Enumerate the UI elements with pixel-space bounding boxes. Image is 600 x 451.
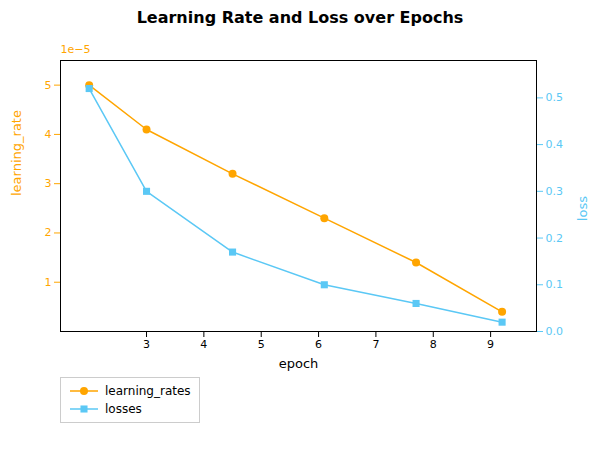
svg-text:3: 3 xyxy=(45,177,52,190)
svg-text:4: 4 xyxy=(45,128,52,141)
svg-text:4: 4 xyxy=(200,338,207,351)
html-text:Learning Rate and Loss over Ep: Learning Rate and Loss over Epochs xyxy=(136,8,464,27)
html-text:losses: losses xyxy=(105,402,142,416)
svg-text:2: 2 xyxy=(45,226,52,239)
svg-text:5: 5 xyxy=(45,79,52,92)
svg-text:1e−5: 1e−5 xyxy=(61,43,91,56)
svg-text:3: 3 xyxy=(143,338,150,351)
svg-text:9: 9 xyxy=(487,338,494,351)
svg-text:0.2: 0.2 xyxy=(546,232,564,245)
svg-text:0.3: 0.3 xyxy=(546,185,564,198)
svg-text:0.4: 0.4 xyxy=(546,138,564,151)
svg-text:7: 7 xyxy=(372,338,379,351)
svg-text:0.0: 0.0 xyxy=(546,325,564,338)
svg-text:1: 1 xyxy=(45,276,52,289)
svg-text:5: 5 xyxy=(258,338,265,351)
svg-text:learning_rate: learning_rate xyxy=(9,110,24,196)
svg-text:0.1: 0.1 xyxy=(546,278,564,291)
html-text:learning_rates: learning_rates xyxy=(105,384,191,398)
svg-text:loss: loss xyxy=(575,196,590,221)
svg-text:epoch: epoch xyxy=(279,356,319,371)
svg-text:0.5: 0.5 xyxy=(546,91,564,104)
svg-text:8: 8 xyxy=(430,338,437,351)
svg-text:6: 6 xyxy=(315,338,322,351)
